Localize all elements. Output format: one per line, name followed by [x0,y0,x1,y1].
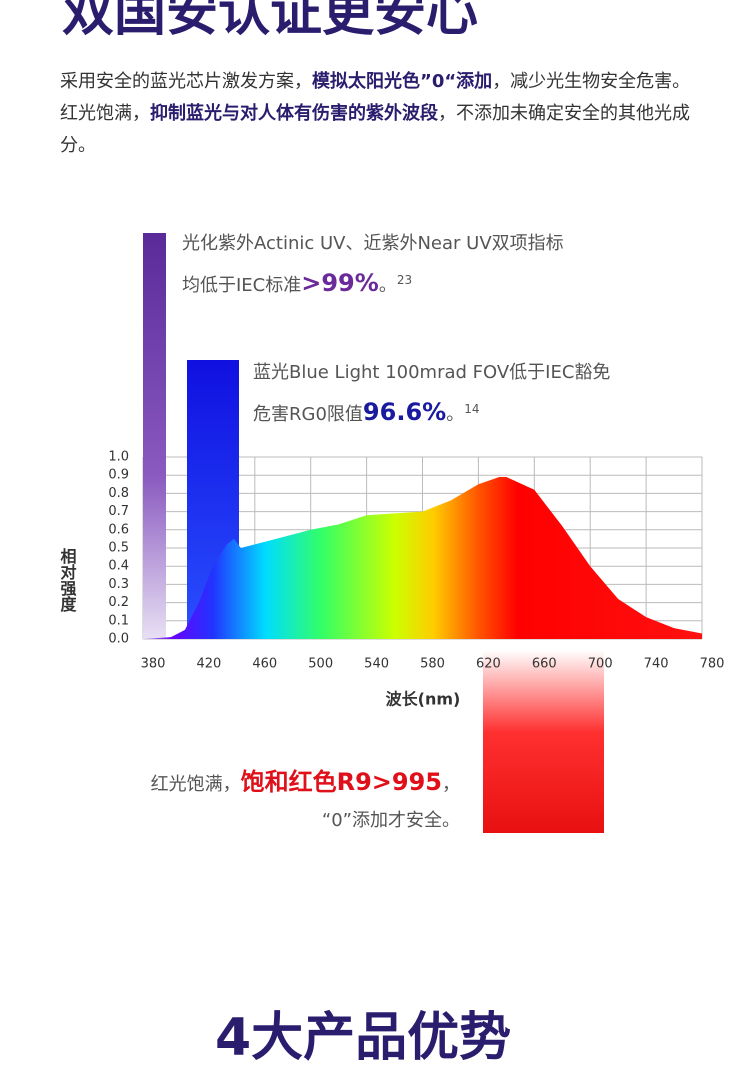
annotation-line: 均低于IEC标准>99%。23 [182,262,564,304]
x-tick-label: 700 [588,657,613,672]
annotation-line: 危害RG0限值96.6%。14 [253,391,610,433]
annotation-line: 蓝光Blue Light 100mrad FOV低于IEC豁免 [253,362,611,383]
annotation: 光化紫外Actinic UV、近紫外Near UV双项指标 均低于IEC标准>9… [182,226,564,304]
uv-band [143,233,166,639]
y-tick-label: 0.0 [108,632,129,647]
x-tick-label: 620 [476,657,501,672]
x-tick-label: 420 [196,657,221,672]
text: 采用安全的蓝光芯片激发方案， [60,71,312,92]
x-tick-label: 500 [308,657,333,672]
x-tick-label: 580 [420,657,445,672]
annotation-line: “0”添加才安全。 [321,810,460,831]
text: ，减少光生物安全危害。红光饱满， [60,71,691,124]
annotation-line: 光化紫外Actinic UV、近紫外Near UV双项指标 [182,233,564,254]
y-tick-label: 0.2 [108,595,129,610]
highlight: 饱和红色R9>995 [240,768,442,796]
annotation-text: 均低于IEC标准 [182,275,302,296]
y-tick-label: 1.0 [108,450,129,465]
x-tick-label: 660 [532,657,557,672]
emphasis: 模拟太阳光色”0“添加 [312,71,493,92]
annotation-text: 。 [446,404,465,425]
y-axis-label: 相对强度 [58,547,77,613]
y-tick-label: 0.6 [108,522,129,537]
y-tick-label: 0.3 [108,577,129,592]
annotation-text: 危害RG0限值 [253,404,363,425]
text: ，不添加未确定安全的其他光成分。 [60,103,690,156]
x-tick-label: 460 [252,657,277,672]
y-tick-label: 0.9 [108,468,129,483]
page: 双国安认证更安心 采用安全的蓝光芯片激发方案，模拟太阳光色”0“添加，减少光生物… [57,0,725,1068]
spectrum-area [143,477,702,639]
annotation: 红光饱满，饱和红色R9>995， “0”添加才安全。 [151,764,460,839]
footnote: 14 [464,402,480,416]
annotation: 蓝光Blue Light 100mrad FOV低于IEC豁免 危害RG0限值9… [253,355,610,433]
x-axis-label: 波长(nm) [386,690,461,709]
y-tick-label: 0.4 [108,559,129,574]
page-title: 双国安认证更安心 [62,0,479,43]
highlight: 96.6% [362,398,447,426]
y-tick-label: 0.5 [108,541,129,556]
red-band [483,650,604,833]
x-tick-label: 780 [700,657,725,672]
footnote: 23 [396,273,413,287]
x-tick-label: 540 [364,657,389,672]
chart: 相对强度 波长(nm) 0.0 0.1 0.2 0.3 0.4 0.5 0.6 0.7 0.8 0… [58,233,725,833]
y-tick-label: 0.1 [108,613,129,628]
x-tick-label: 740 [644,657,669,672]
annotation-line: 红光饱满，饱和红色R9>995， [151,764,460,803]
description: 采用安全的蓝光芯片激发方案，模拟太阳光色”0“添加，减少光生物安全危害。红光饱满… [60,66,700,162]
x-tick-label: 380 [141,657,166,672]
y-tick-label: 0.7 [108,504,129,519]
annotation-text: 。 [378,275,397,296]
y-tick-label: 0.8 [108,486,129,501]
annotation-text: 红光饱满， [150,774,241,795]
annotation-text: ， [442,774,460,795]
highlight: >99% [301,269,379,297]
section-title: 4大产品优势 [215,1008,512,1068]
emphasis: 抑制蓝光与对人体有伤害的紫外波段 [150,103,438,124]
